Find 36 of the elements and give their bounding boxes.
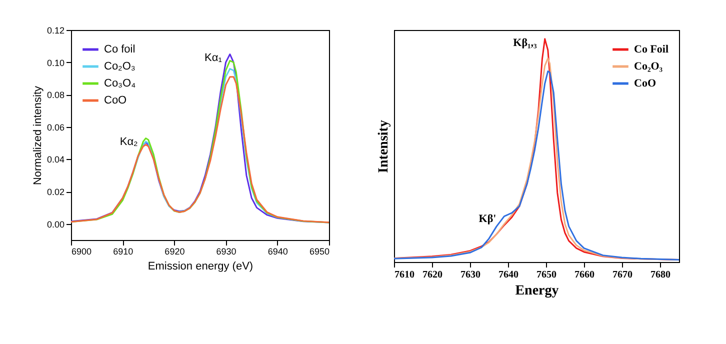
x-tick-label: 7650 <box>536 270 556 280</box>
legend-label: Co₂O₃ <box>104 60 136 72</box>
y-tick-label: 0.10 <box>46 58 64 68</box>
x-tick-label: 6920 <box>164 246 185 256</box>
x-tick-label: 6910 <box>113 246 134 256</box>
y-tick-label: 0.02 <box>46 187 64 198</box>
x-tick-label: 7670 <box>612 270 632 280</box>
y-tick-label: 0.08 <box>46 90 64 100</box>
legend-label: CoO <box>104 94 128 106</box>
x-tick-label: 7610 <box>394 270 414 280</box>
x-tick-label: 7640 <box>498 270 518 280</box>
legend-label: Co foil <box>104 44 136 56</box>
x-tick-label: 6950 <box>309 246 330 256</box>
x-tick-label: 6900 <box>72 246 92 256</box>
annotation: Kβ' <box>478 213 496 226</box>
x-axis-title: Emission energy (eV) <box>148 260 254 272</box>
x-tick-label: 6930 <box>216 246 236 256</box>
legend-label: Co Foil <box>634 44 669 56</box>
x-axis-title: Energy <box>515 284 559 298</box>
x-tick-label: 7620 <box>422 270 442 280</box>
x-tick-label: 6940 <box>268 246 288 256</box>
legend-label: CoO <box>634 78 656 90</box>
y-tick-label: 0.04 <box>46 154 64 165</box>
x-tick-label: 7630 <box>460 270 480 280</box>
x-tick-label: 7660 <box>574 270 594 280</box>
y-tick-label: 0.06 <box>46 122 64 132</box>
annotation: Kα₁ <box>204 52 222 64</box>
y-tick-label: 0.12 <box>46 26 64 36</box>
legend-label: Co₂O₃ <box>634 60 664 72</box>
y-axis-title: Intensity <box>376 120 392 173</box>
annotation: Kβ₁,₃ <box>513 36 538 49</box>
annotation: Kα₂ <box>120 136 138 148</box>
y-tick-label: 0.00 <box>46 219 64 230</box>
y-axis-title: Normalized intensity <box>32 85 44 186</box>
legend-label: Co₃O₄ <box>104 78 136 90</box>
x-tick-label: 7680 <box>650 270 670 280</box>
